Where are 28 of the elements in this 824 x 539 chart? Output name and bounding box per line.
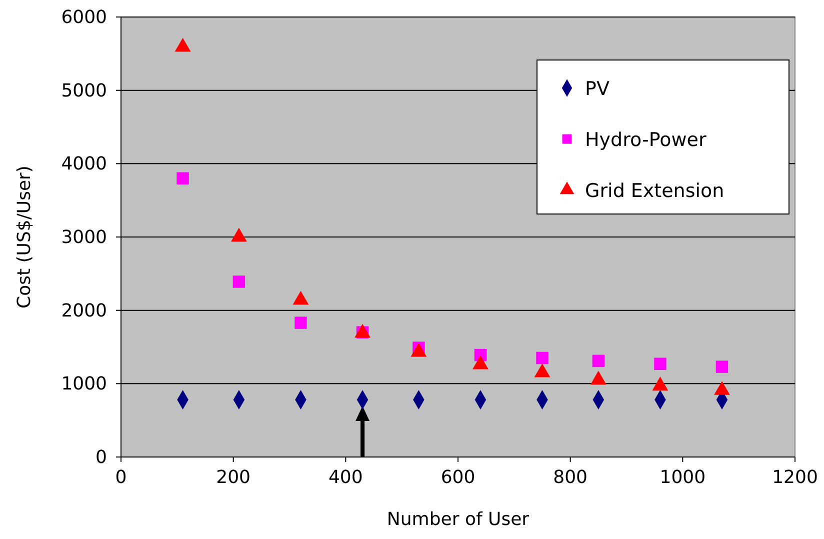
x-tick-label: 800 — [553, 467, 588, 488]
point — [174, 38, 191, 52]
y-tick-label: 4000 — [61, 154, 107, 175]
y-tick-label: 2000 — [61, 300, 107, 322]
point — [536, 352, 548, 364]
x-tick-label: 400 — [328, 467, 363, 488]
x-tick-label: 200 — [216, 467, 251, 488]
point — [176, 172, 189, 184]
point — [592, 354, 605, 368]
point — [654, 358, 666, 370]
y-tick-label: 6000 — [61, 7, 107, 28]
y-axis-title: Cost (US$/User) — [14, 166, 35, 308]
point — [716, 360, 728, 373]
x-tick-label: 600 — [440, 467, 476, 488]
x-tick-label: 0 — [115, 467, 127, 488]
x-tick-label: 1200 — [772, 467, 818, 488]
y-tick-label: 0 — [96, 447, 107, 468]
x-tick-label: 1000 — [660, 467, 706, 488]
legend-label: PV — [585, 78, 610, 100]
point — [230, 228, 247, 242]
legend-label: Hydro-Power — [585, 129, 706, 151]
y-tick-label: 1000 — [61, 374, 107, 395]
point — [294, 316, 307, 329]
y-tick-label: 3000 — [61, 227, 107, 248]
legend-label: Grid Extension — [585, 180, 724, 202]
x-axis-title: Number of User — [386, 509, 530, 530]
y-tick-label: 5000 — [61, 80, 107, 102]
point — [232, 276, 246, 288]
